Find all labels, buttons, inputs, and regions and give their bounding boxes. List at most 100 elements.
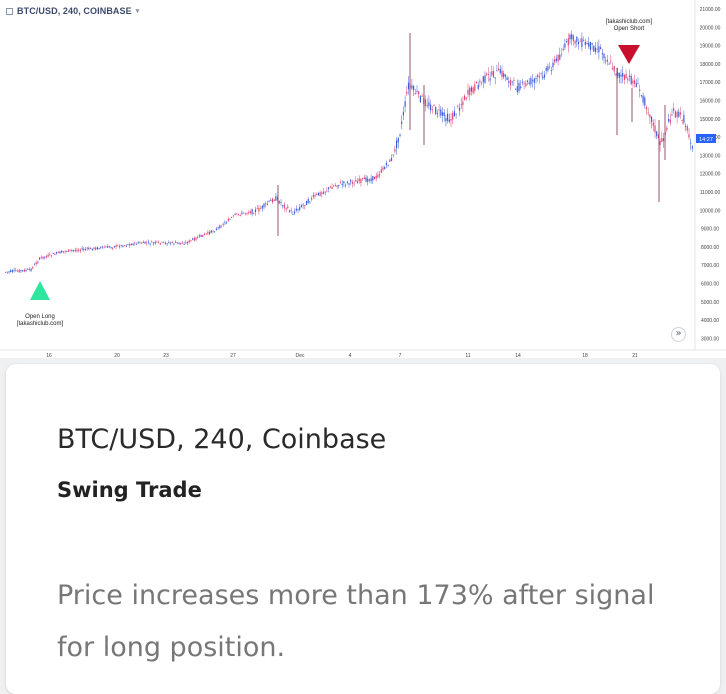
- candle-body: [248, 212, 250, 214]
- candle-body: [86, 247, 88, 249]
- candle-body: [622, 72, 624, 77]
- candle-body: [413, 86, 415, 91]
- candle-body: [105, 246, 107, 248]
- candle-body: [618, 73, 620, 78]
- candle-body: [254, 209, 257, 213]
- candle-body: [613, 66, 615, 72]
- candle-body: [329, 186, 331, 188]
- candle-body: [229, 219, 231, 220]
- candle-body: [132, 243, 134, 246]
- price-axis-label: 4000.00: [701, 318, 719, 324]
- candle-body: [679, 112, 682, 115]
- time-axis[interactable]: 16 20 23 27 Dec 4 7 11 14 18 21: [46, 353, 638, 358]
- double-chevron-right-icon[interactable]: »: [671, 327, 686, 342]
- candle-body: [467, 89, 469, 95]
- candle-body: [486, 73, 488, 75]
- candle-body: [275, 196, 277, 201]
- time-axis-label: 23: [163, 353, 169, 358]
- candle-body: [690, 142, 692, 144]
- candle-body: [382, 167, 384, 170]
- candle-body: [314, 195, 316, 197]
- candle-body: [64, 250, 66, 252]
- candle-body: [492, 71, 495, 78]
- candle-body: [375, 175, 377, 179]
- candle-body: [389, 159, 391, 162]
- candle-body: [246, 213, 248, 214]
- candle-body: [584, 41, 586, 46]
- candle-body: [557, 54, 559, 62]
- candle-body: [608, 63, 610, 65]
- candle-body: [450, 118, 452, 121]
- candle-body: [513, 80, 515, 81]
- candle-body: [406, 91, 408, 95]
- candle-body: [197, 237, 199, 239]
- candle-body: [331, 187, 333, 190]
- candle-body: [171, 241, 173, 243]
- candle-body: [350, 179, 352, 182]
- candle-body: [176, 242, 178, 244]
- candle-body: [445, 118, 447, 122]
- candle-body: [90, 247, 92, 249]
- collapse-icon[interactable]: [6, 7, 13, 15]
- candle-body: [652, 122, 654, 126]
- candle-body: [362, 178, 364, 179]
- candle-body: [232, 215, 234, 217]
- candle-body: [198, 235, 200, 237]
- price-axis-label: 9000.00: [701, 227, 719, 233]
- candle-body: [399, 134, 401, 136]
- candle-body: [368, 179, 370, 181]
- card-title: BTC/USD, 240, Coinbase: [57, 424, 387, 455]
- candle-body: [5, 271, 7, 273]
- candle-body: [460, 104, 462, 106]
- candle-body: [122, 245, 124, 247]
- candle-body: [676, 111, 678, 117]
- candle-body: [37, 262, 39, 264]
- candle-body: [328, 187, 330, 189]
- price-axis-label: 7000.00: [701, 263, 719, 269]
- price-chart[interactable]: 21000.00 20000.00 19000.00 18000.00 17000.00…: [0, 0, 726, 358]
- candle-body: [57, 251, 59, 253]
- candle-body: [543, 74, 546, 78]
- candle-body: [630, 75, 632, 84]
- candle-body: [414, 93, 416, 95]
- candle-body: [404, 101, 406, 107]
- candle-body: [625, 73, 627, 79]
- candle-body: [169, 242, 172, 244]
- candle-body: [662, 138, 665, 141]
- candle-body: [688, 134, 690, 138]
- candle-body: [628, 75, 631, 77]
- symbol-header[interactable]: BTC/USD, 240, COINBASE ▾: [6, 4, 139, 18]
- candle-body: [647, 112, 649, 114]
- candle-body: [402, 111, 404, 116]
- candle-body: [348, 183, 350, 185]
- candle-body: [380, 169, 382, 173]
- price-axis-label: 3000.00: [701, 336, 719, 342]
- candle-body: [455, 113, 457, 115]
- price-axis-label: 20000.00: [700, 25, 721, 31]
- candle-body: [644, 97, 646, 106]
- candle-body: [542, 76, 544, 79]
- candle-body: [520, 86, 522, 88]
- candle-body: [30, 268, 32, 271]
- candle-body: [421, 95, 423, 97]
- candle-body: [76, 249, 78, 252]
- candle-body: [304, 205, 306, 207]
- candle-body: [462, 101, 464, 106]
- candle-body: [669, 119, 671, 123]
- candle-body: [47, 254, 49, 257]
- candle-body: [288, 210, 291, 213]
- candle-body: [154, 241, 156, 244]
- candle-body: [127, 244, 129, 246]
- candle-body: [623, 74, 625, 81]
- candle-body: [107, 246, 109, 248]
- candle-body: [433, 105, 435, 107]
- candle-body: [124, 245, 126, 247]
- candle-body: [81, 248, 83, 250]
- chart-canvas[interactable]: 21000.00 20000.00 19000.00 18000.00 17000.00…: [0, 0, 726, 358]
- candle-body: [379, 174, 381, 176]
- candle-body: [61, 250, 63, 253]
- candle-body: [635, 83, 637, 87]
- price-axis[interactable]: 21000.00 20000.00 19000.00 18000.00 17000.00…: [700, 7, 721, 342]
- candle-body: [200, 234, 202, 237]
- caret-down-icon[interactable]: ▾: [135, 8, 140, 15]
